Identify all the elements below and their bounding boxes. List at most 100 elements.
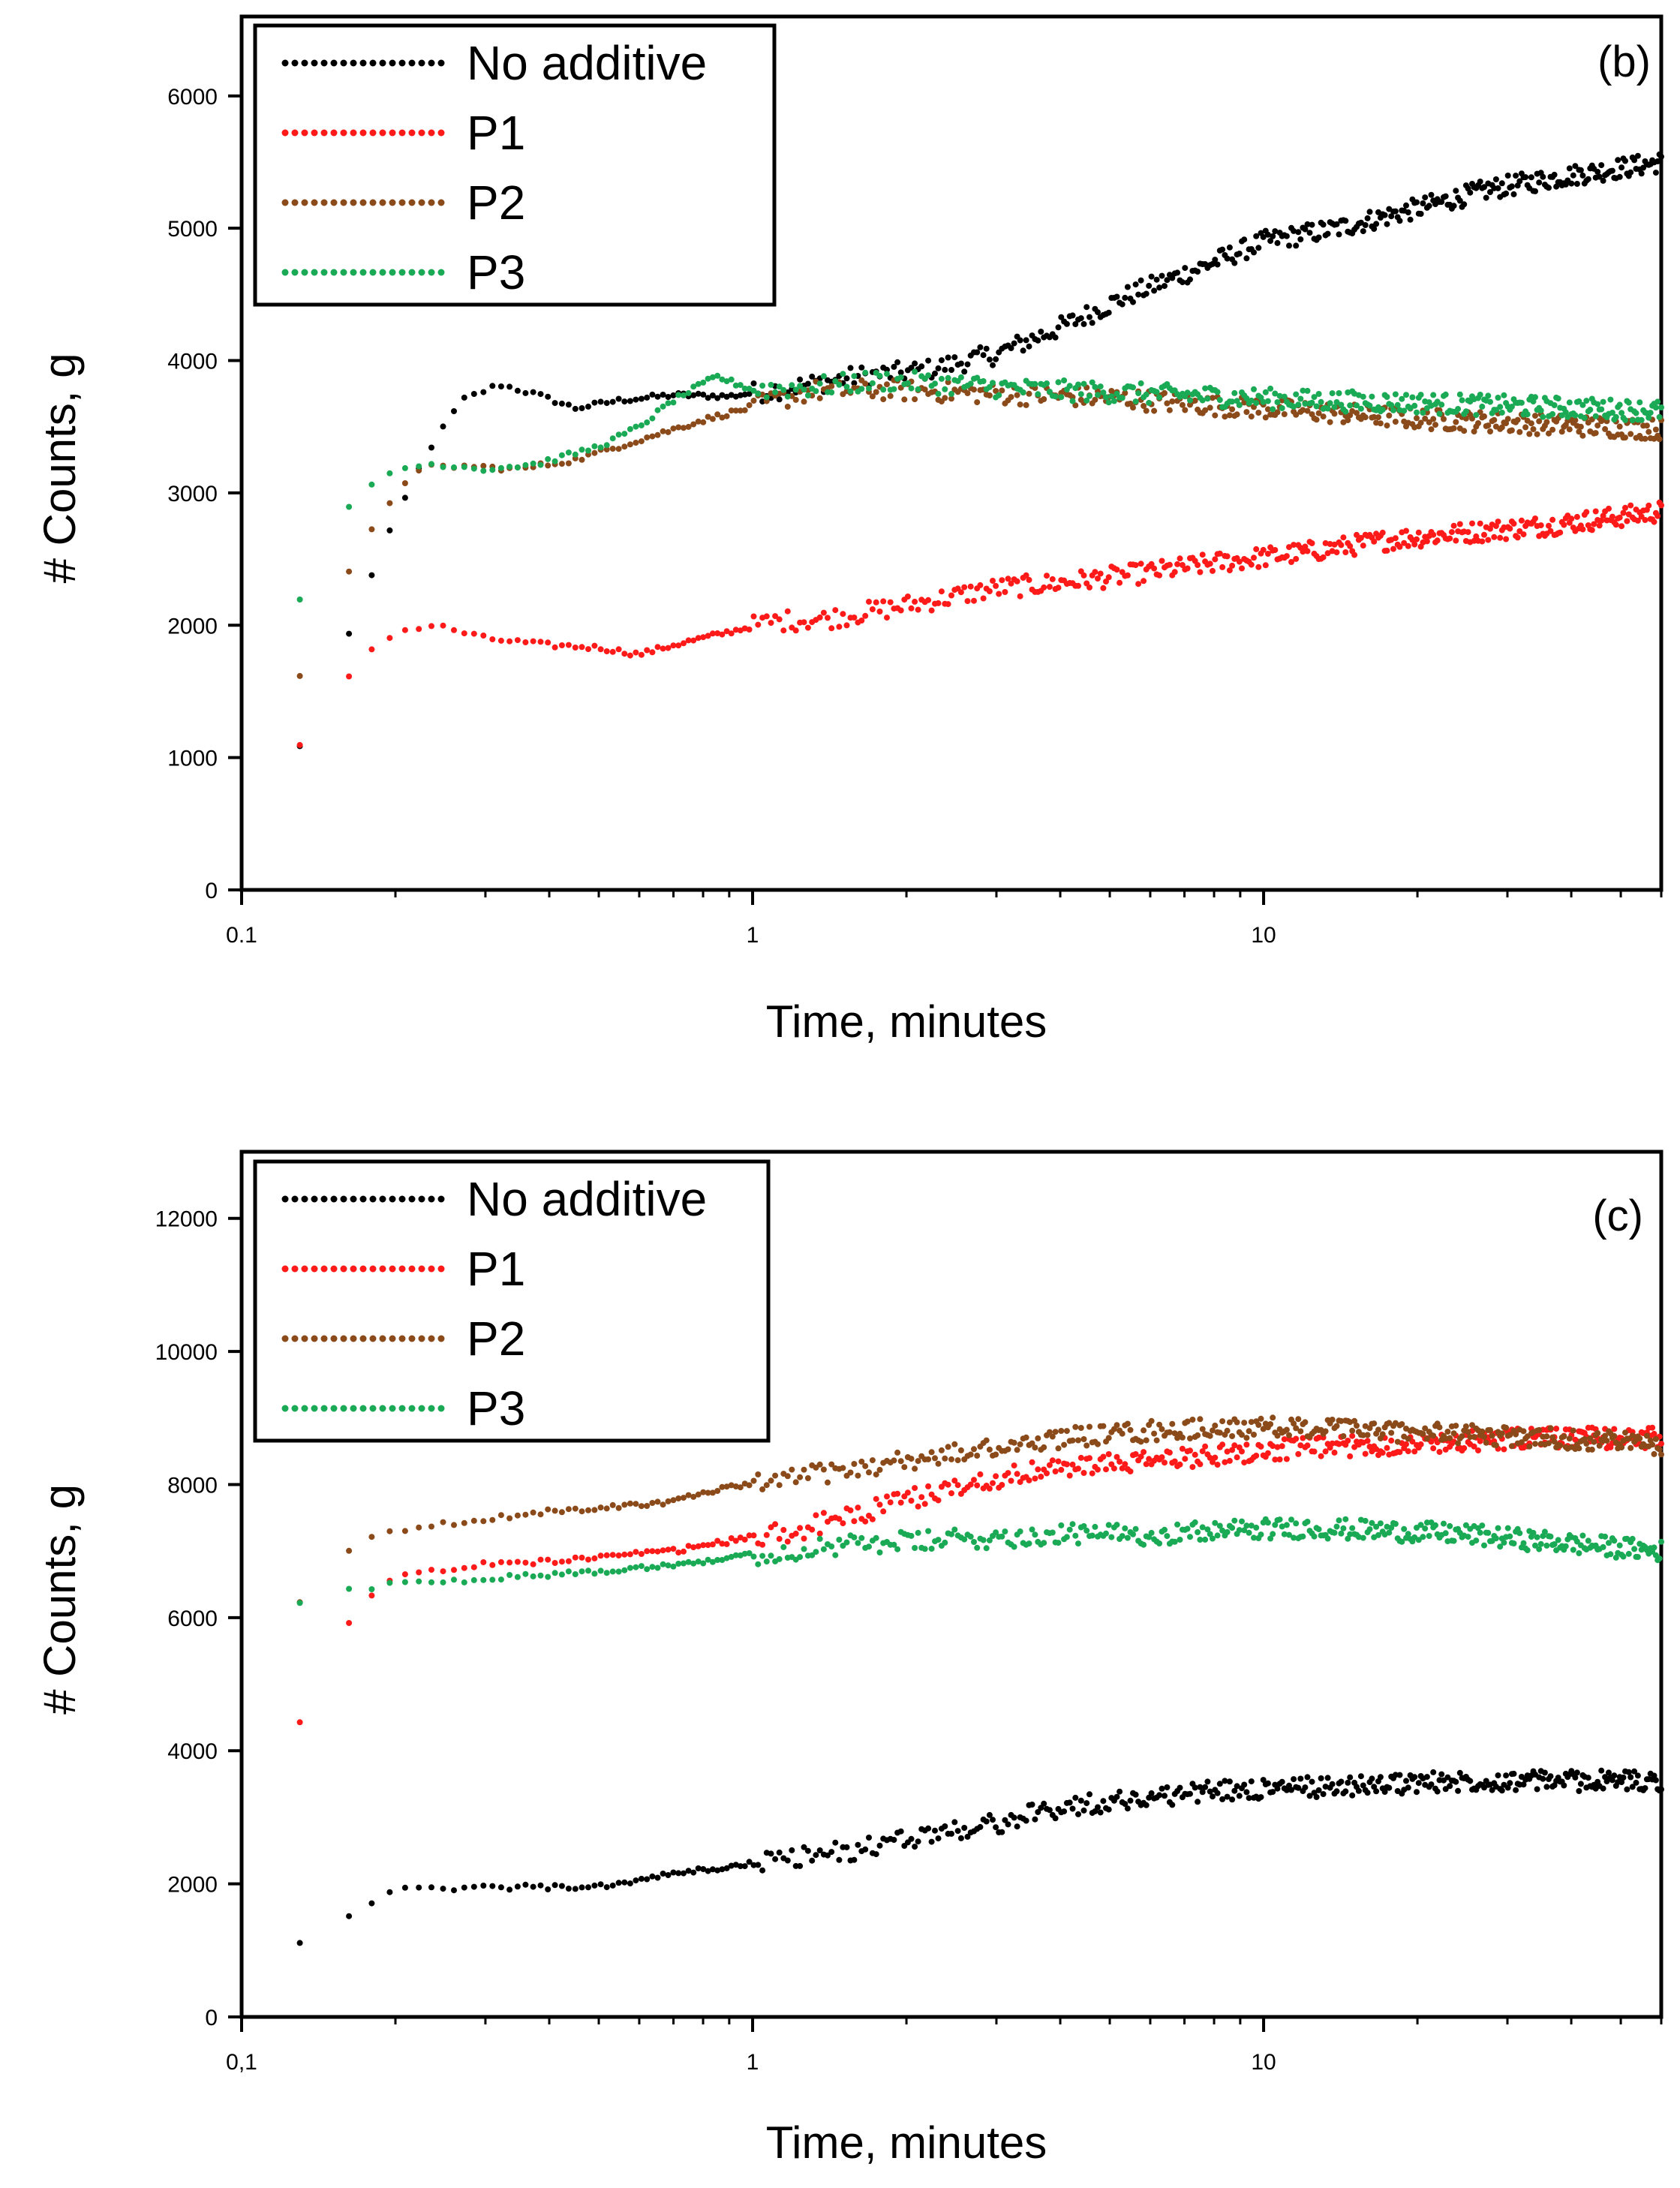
data-point bbox=[847, 365, 854, 371]
data-point bbox=[572, 1571, 579, 1577]
data-point bbox=[1654, 158, 1661, 164]
data-point bbox=[862, 1518, 869, 1525]
data-point bbox=[1226, 1457, 1233, 1464]
series-no-additive bbox=[296, 1767, 1664, 1946]
data-point bbox=[545, 393, 551, 400]
data-point bbox=[1651, 518, 1657, 525]
data-point bbox=[649, 1873, 656, 1880]
data-point bbox=[1430, 416, 1437, 422]
data-point bbox=[428, 1523, 434, 1530]
data-point bbox=[741, 407, 748, 413]
data-point bbox=[1409, 394, 1416, 401]
data-point bbox=[1069, 1805, 1076, 1812]
data-point bbox=[690, 383, 697, 390]
x-tick-label: 0.1 bbox=[226, 923, 257, 948]
data-point bbox=[1629, 1535, 1636, 1542]
data-point bbox=[862, 369, 869, 376]
data-point bbox=[1174, 1521, 1181, 1528]
data-point bbox=[537, 391, 544, 398]
data-point bbox=[1618, 523, 1625, 530]
data-point bbox=[690, 1560, 697, 1567]
legend-key-dot bbox=[379, 1195, 386, 1203]
data-point bbox=[1274, 1444, 1281, 1450]
data-point bbox=[1214, 261, 1221, 268]
data-point bbox=[873, 1534, 879, 1541]
data-point bbox=[1243, 1522, 1250, 1529]
data-point bbox=[1075, 582, 1081, 589]
data-point bbox=[866, 1513, 872, 1519]
data-point bbox=[714, 372, 721, 379]
data-point bbox=[1083, 1800, 1090, 1807]
data-point bbox=[869, 393, 876, 400]
data-point bbox=[1591, 1438, 1597, 1445]
data-point bbox=[1462, 1522, 1469, 1528]
data-point bbox=[1075, 1540, 1081, 1547]
data-point bbox=[1492, 176, 1499, 182]
data-point bbox=[1615, 157, 1621, 164]
data-point bbox=[565, 401, 572, 408]
data-point bbox=[1491, 533, 1498, 540]
data-point bbox=[768, 1477, 774, 1484]
data-point bbox=[1351, 1417, 1358, 1424]
data-point bbox=[1381, 212, 1388, 218]
data-point bbox=[813, 1512, 819, 1519]
data-point bbox=[1260, 398, 1267, 405]
data-point bbox=[908, 1498, 915, 1504]
data-point bbox=[1304, 387, 1311, 394]
data-point bbox=[1475, 1447, 1481, 1453]
data-point bbox=[615, 446, 622, 452]
data-point bbox=[1283, 1787, 1290, 1793]
data-point bbox=[971, 386, 977, 393]
data-point bbox=[654, 407, 661, 413]
data-point bbox=[1052, 1429, 1059, 1435]
data-point bbox=[1248, 1419, 1255, 1426]
data-point bbox=[1281, 1531, 1288, 1537]
data-point bbox=[1520, 531, 1527, 538]
data-point bbox=[1396, 1449, 1403, 1456]
data-point bbox=[1274, 1785, 1281, 1792]
data-point bbox=[938, 588, 945, 595]
data-point bbox=[1279, 405, 1285, 411]
data-point bbox=[804, 392, 811, 398]
data-point bbox=[1122, 389, 1129, 396]
legend-key-dot bbox=[340, 269, 347, 276]
data-point bbox=[1473, 412, 1480, 419]
data-point bbox=[470, 465, 477, 472]
data-point bbox=[840, 611, 846, 618]
legend-key-dot bbox=[281, 269, 289, 276]
data-point bbox=[591, 1507, 598, 1513]
data-point bbox=[1579, 401, 1586, 408]
data-point bbox=[1100, 1453, 1107, 1460]
data-point bbox=[428, 444, 434, 451]
data-point bbox=[1342, 408, 1349, 415]
data-point bbox=[1642, 1785, 1648, 1792]
data-point bbox=[1212, 1422, 1219, 1429]
data-point bbox=[1141, 403, 1147, 409]
data-point bbox=[1231, 260, 1238, 266]
data-point bbox=[522, 461, 529, 468]
data-point bbox=[1616, 514, 1623, 521]
data-point bbox=[1331, 541, 1338, 548]
data-point bbox=[1609, 410, 1615, 416]
data-point bbox=[644, 419, 651, 425]
data-point bbox=[1566, 1435, 1573, 1442]
data-point bbox=[967, 1451, 974, 1458]
data-point bbox=[1108, 1534, 1115, 1540]
legend-key-dot bbox=[311, 129, 318, 137]
x-axis-title: Time, minutes bbox=[766, 996, 1047, 1047]
data-point bbox=[1105, 309, 1112, 316]
data-point bbox=[1551, 402, 1558, 408]
data-point bbox=[1069, 1521, 1076, 1528]
data-point bbox=[1272, 1522, 1279, 1528]
data-point bbox=[1465, 1429, 1471, 1435]
data-point bbox=[1017, 1441, 1023, 1447]
data-point bbox=[1258, 1531, 1264, 1538]
data-point bbox=[1274, 409, 1281, 416]
data-point bbox=[1428, 1781, 1435, 1788]
data-point bbox=[681, 425, 687, 431]
data-point bbox=[948, 367, 954, 373]
data-point bbox=[1272, 390, 1279, 397]
data-point bbox=[928, 1449, 935, 1456]
data-point bbox=[1600, 1785, 1606, 1792]
data-point bbox=[1616, 423, 1623, 430]
